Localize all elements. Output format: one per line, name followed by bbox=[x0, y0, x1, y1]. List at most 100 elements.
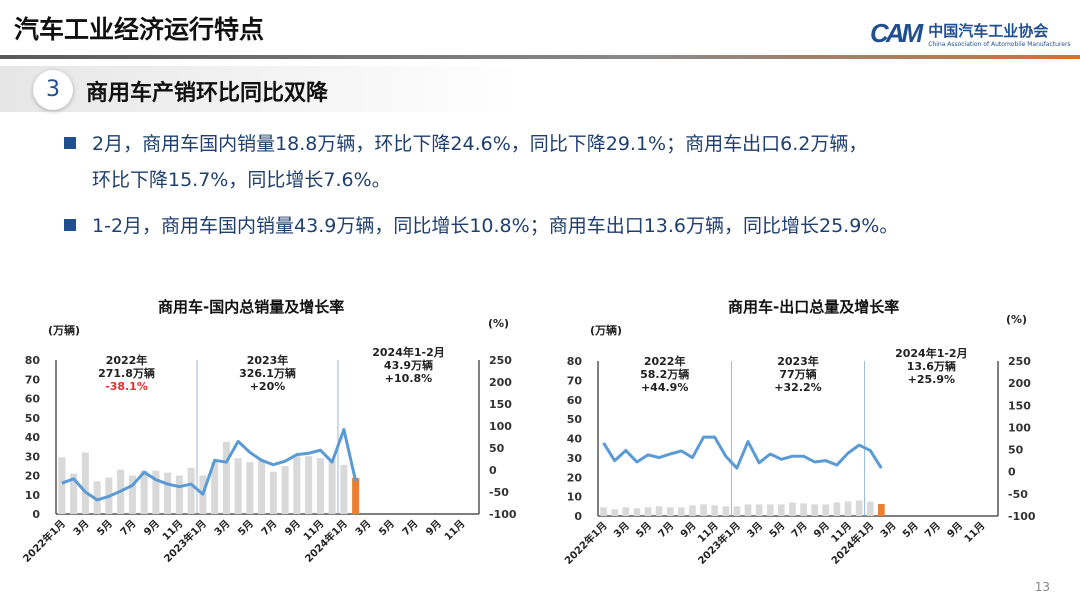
x-tick-label: 3月 bbox=[212, 518, 232, 538]
bar bbox=[305, 456, 313, 514]
bar bbox=[269, 471, 277, 514]
annotation-year: 2024年1-2月 bbox=[372, 345, 445, 359]
chart1-title: 商用车-国内总销量及增长率 bbox=[158, 298, 345, 316]
y2-tick-label: 150 bbox=[489, 398, 512, 411]
x-tick-label: 3月 bbox=[745, 520, 765, 540]
annotation-volume: 58.2万辆 bbox=[640, 367, 689, 381]
annotation-growth: -38.1% bbox=[105, 380, 148, 393]
bar-current bbox=[878, 503, 885, 516]
y-tick-label: 0 bbox=[32, 508, 40, 521]
annotation-growth: +44.9% bbox=[641, 381, 688, 394]
bar bbox=[866, 501, 874, 516]
bar bbox=[666, 507, 674, 516]
bar bbox=[93, 481, 101, 514]
y2-tick-label: 150 bbox=[1008, 399, 1031, 412]
bar-current bbox=[352, 477, 360, 514]
y-tick-label: 10 bbox=[567, 491, 583, 504]
annotation-year: 2024年1-2月 bbox=[895, 346, 968, 360]
x-tick-label: 2022年1月 bbox=[20, 517, 68, 565]
logo-cn: 中国汽车工业协会 bbox=[928, 21, 1049, 40]
y2-tick-label: 0 bbox=[489, 464, 497, 477]
chart1-ylabel: (万辆) bbox=[48, 324, 81, 337]
bar bbox=[281, 465, 289, 514]
chart2-ylabel: (万辆) bbox=[590, 324, 623, 337]
x-tick-label: 5月 bbox=[236, 518, 256, 538]
bar bbox=[293, 456, 301, 514]
y2-tick-label: 50 bbox=[1008, 444, 1024, 457]
x-tick-label: 5月 bbox=[900, 520, 920, 540]
y2-tick-label: 0 bbox=[1008, 466, 1016, 479]
x-tick-label: 3月 bbox=[353, 518, 373, 538]
y2-tick-label: 50 bbox=[489, 442, 505, 455]
annotation-volume: 271.8万辆 bbox=[98, 366, 155, 380]
bullet-square-icon bbox=[64, 219, 76, 231]
y2-tick-label: -50 bbox=[1008, 488, 1028, 501]
x-tick-label: 11月 bbox=[442, 518, 467, 543]
x-tick-label: 3月 bbox=[878, 520, 898, 540]
header-rule bbox=[0, 55, 1080, 59]
x-tick-label: 5月 bbox=[634, 520, 654, 540]
bullet-1: 2月，商用车国内销量18.8万辆，环比下降24.6%，同比下降29.1%；商用车… bbox=[64, 126, 867, 198]
annotation-year: 2022年 bbox=[644, 354, 686, 368]
y2-tick-label: 200 bbox=[489, 376, 512, 389]
annotation-volume: 326.1万辆 bbox=[239, 366, 296, 380]
bar bbox=[811, 504, 818, 516]
section-title: 商用车产销环比同比双降 bbox=[86, 81, 329, 106]
bar bbox=[81, 452, 89, 514]
y2-tick-label: 250 bbox=[489, 354, 512, 367]
bar bbox=[711, 505, 718, 516]
bar bbox=[655, 506, 663, 516]
bar bbox=[175, 475, 183, 514]
chart2-y2label: (%) bbox=[1006, 313, 1028, 326]
annotation-year: 2023年 bbox=[247, 353, 289, 367]
x-tick-label: 7月 bbox=[400, 518, 420, 538]
y2-tick-label: -50 bbox=[489, 486, 509, 499]
bar bbox=[128, 475, 136, 514]
bar bbox=[855, 500, 863, 516]
bar bbox=[70, 473, 78, 514]
x-tick-label: 7月 bbox=[656, 520, 676, 540]
bar bbox=[800, 503, 807, 516]
bar bbox=[316, 458, 324, 514]
bullet-1-line2: 环比下降15.7%，同比增长7.6%。 bbox=[92, 169, 391, 191]
bar bbox=[822, 504, 830, 516]
bar bbox=[234, 458, 242, 514]
cam-logo: CAM 中国汽车工业协会 China Association of Automob… bbox=[870, 18, 1071, 49]
page-number: 13 bbox=[1034, 580, 1050, 594]
bar bbox=[833, 502, 841, 516]
y-tick-label: 20 bbox=[25, 470, 41, 483]
y-tick-label: 70 bbox=[567, 374, 583, 387]
x-tick-label: 9月 bbox=[424, 518, 444, 538]
annotation-volume: 43.9万辆 bbox=[384, 358, 433, 372]
bar bbox=[246, 462, 254, 514]
bar bbox=[222, 441, 230, 514]
bar bbox=[622, 507, 630, 516]
bar bbox=[744, 504, 752, 516]
chart1-y2label: (%) bbox=[488, 317, 510, 330]
x-tick-label: 7月 bbox=[923, 520, 943, 540]
y2-tick-label: 100 bbox=[489, 420, 512, 433]
x-tick-label: 5月 bbox=[95, 518, 115, 538]
x-tick-label: 7月 bbox=[789, 520, 809, 540]
bar bbox=[164, 472, 172, 514]
y-tick-label: 80 bbox=[25, 354, 41, 367]
y-tick-label: 20 bbox=[567, 471, 583, 484]
page-title: 汽车工业经济运行特点 bbox=[14, 15, 265, 44]
bar bbox=[789, 502, 796, 516]
bar bbox=[340, 464, 348, 514]
annotation-growth: +20% bbox=[250, 380, 286, 393]
x-tick-label: 3月 bbox=[611, 520, 631, 540]
y-tick-label: 40 bbox=[567, 433, 583, 446]
bar bbox=[678, 507, 685, 516]
bar bbox=[755, 504, 763, 516]
bar bbox=[766, 504, 774, 516]
bar bbox=[211, 462, 219, 514]
y-tick-label: 30 bbox=[25, 450, 41, 463]
y-tick-label: 80 bbox=[567, 355, 583, 368]
growth-line bbox=[61, 428, 358, 502]
y-tick-label: 60 bbox=[25, 393, 41, 406]
annotation-growth: +10.8% bbox=[385, 372, 432, 385]
bullet-2-line1: 1-2月，商用车国内销量43.9万辆，同比增长10.8%；商用车出口13.6万辆… bbox=[92, 215, 899, 237]
bar bbox=[328, 460, 336, 514]
y2-tick-label: -100 bbox=[489, 508, 517, 521]
